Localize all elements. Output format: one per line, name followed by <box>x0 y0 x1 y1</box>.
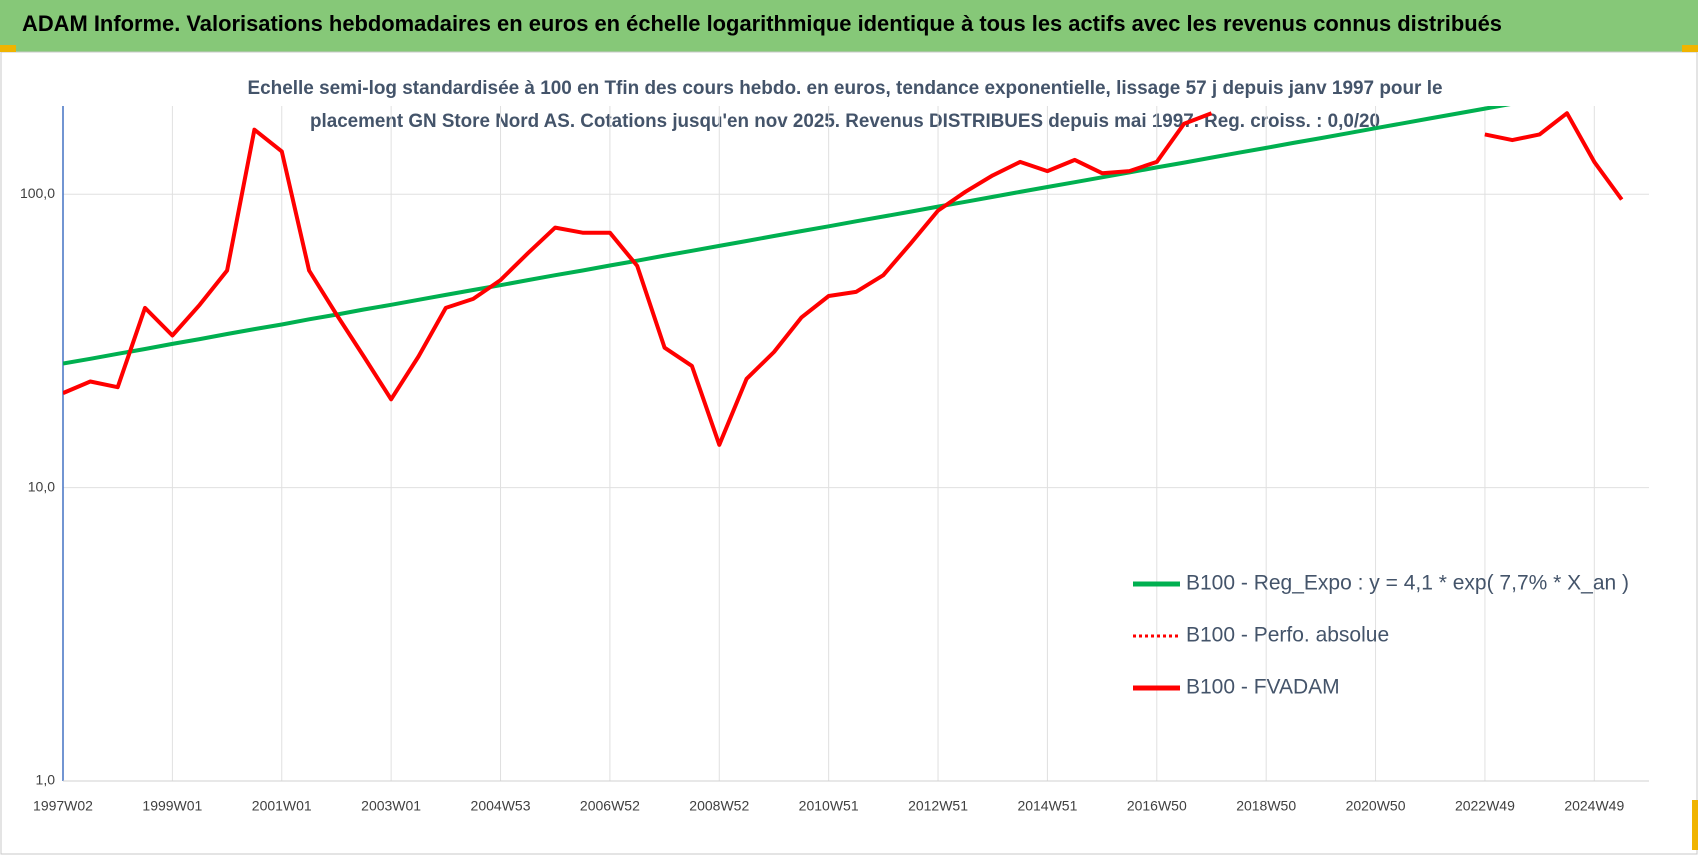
x-tick-label: 2020W50 <box>1346 798 1406 814</box>
x-tick-label: 2001W01 <box>252 798 312 814</box>
y-tick-label: 1,0 <box>36 772 56 788</box>
legend-label: B100 - Perfo. absolue <box>1186 624 1389 647</box>
x-tick-label: 2012W51 <box>908 798 968 814</box>
x-tick-label: 2008W52 <box>689 798 749 814</box>
x-tick-label: 1997W02 <box>33 798 93 814</box>
x-tick-label: 2018W50 <box>1236 798 1296 814</box>
legend-label: B100 - Reg_Expo : y = 4,1 * exp( 7,7% * … <box>1186 572 1629 595</box>
y-tick-label: 10,0 <box>28 478 55 494</box>
y-tick-label: 100,0 <box>20 185 55 201</box>
frame <box>0 51 1698 855</box>
x-tick-label: 2022W49 <box>1455 798 1515 814</box>
series-line <box>63 111 1624 447</box>
chart-title: ADAM Informe. Valorisations hebdomadaire… <box>22 11 1502 36</box>
title-bar <box>0 0 1698 52</box>
x-tick-label: 2016W50 <box>1127 798 1187 814</box>
x-tick-label: 2003W01 <box>361 798 421 814</box>
x-tick-label: 2006W52 <box>580 798 640 814</box>
x-tick-label: 2014W51 <box>1017 798 1077 814</box>
chart-subtitle: Echelle semi-log standardisée à 100 en T… <box>248 78 1443 99</box>
plot-area <box>63 106 1624 447</box>
chart-subtitle: placement GN Store Nord AS. Cotations ju… <box>310 111 1380 132</box>
x-tick-label: 2010W51 <box>799 798 859 814</box>
legend-label: B100 - FVADAM <box>1186 676 1340 699</box>
x-tick-label: 2024W49 <box>1564 798 1624 814</box>
corner <box>1692 800 1698 850</box>
corner <box>1682 45 1698 52</box>
series-line <box>63 106 1511 366</box>
x-tick-label: 2004W53 <box>471 798 531 814</box>
corner <box>0 45 16 52</box>
x-tick-label: 1999W01 <box>142 798 202 814</box>
